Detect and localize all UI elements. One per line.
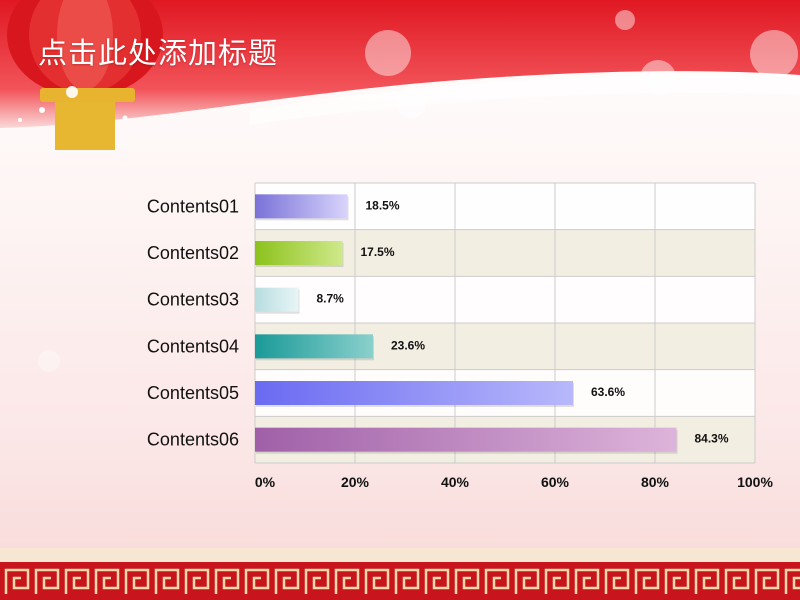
- fret-motif: [484, 568, 510, 594]
- slide-title[interactable]: 点击此处添加标题: [38, 36, 279, 70]
- bokeh-light: [365, 30, 411, 76]
- bar-contents05: [255, 381, 573, 405]
- x-tick-label: 60%: [541, 474, 570, 490]
- fret-motif: [334, 568, 360, 594]
- fret-motif: [694, 568, 720, 594]
- fret-motif: [4, 568, 30, 594]
- fret-motif: [784, 568, 800, 594]
- fret-motif: [664, 568, 690, 594]
- x-tick-label: 0%: [255, 474, 276, 490]
- data-label: 18.5%: [366, 198, 400, 212]
- fret-motif: [424, 568, 450, 594]
- bar-contents04: [255, 334, 373, 359]
- category-label: Contents01: [147, 196, 239, 216]
- fret-motif: [364, 568, 390, 594]
- fret-motif: [184, 568, 210, 594]
- fret-motif: [154, 568, 180, 594]
- fret-motif: [394, 568, 420, 594]
- bar-contents01: [255, 194, 348, 219]
- data-label: 63.6%: [591, 385, 625, 399]
- fret-motif: [64, 568, 90, 594]
- fret-motif: [214, 568, 240, 594]
- category-label: Contents06: [147, 430, 239, 450]
- bokeh-light: [640, 60, 676, 96]
- data-label: 8.7%: [317, 292, 345, 306]
- bokeh-light: [750, 30, 798, 78]
- bar-contents06: [255, 427, 677, 452]
- fret-motif: [124, 568, 150, 594]
- data-label: 84.3%: [695, 432, 729, 446]
- x-tick-label: 100%: [737, 474, 773, 490]
- bokeh-light: [615, 10, 635, 30]
- data-label: 23.6%: [391, 338, 425, 352]
- fret-motif: [634, 568, 660, 594]
- category-label: Contents05: [147, 383, 239, 403]
- fret-motif: [544, 568, 570, 594]
- fret-motif: [454, 568, 480, 594]
- bar-contents03: [255, 287, 299, 312]
- fret-motif: [604, 568, 630, 594]
- fret-motif: [574, 568, 600, 594]
- category-label: Contents02: [147, 243, 239, 263]
- data-label: 17.5%: [361, 245, 395, 259]
- lantern-icon: [7, 0, 163, 150]
- category-label: Contents03: [147, 290, 239, 310]
- fret-motif: [754, 568, 780, 594]
- fret-motif: [34, 568, 60, 594]
- x-tick-label: 20%: [341, 474, 370, 490]
- fret-motif: [724, 568, 750, 594]
- x-tick-label: 40%: [441, 474, 470, 490]
- fret-motif: [304, 568, 330, 594]
- fret-motif: [244, 568, 270, 594]
- header-banner: [0, 0, 800, 128]
- fret-motif: [514, 568, 540, 594]
- category-label: Contents04: [147, 336, 239, 356]
- fret-motif: [274, 568, 300, 594]
- bokeh-light: [38, 350, 60, 372]
- fret-motif: [94, 568, 120, 594]
- x-tick-label: 80%: [641, 474, 670, 490]
- bokeh-light: [396, 88, 426, 118]
- footer-pattern-band: [0, 548, 800, 600]
- bar-contents02: [255, 241, 343, 265]
